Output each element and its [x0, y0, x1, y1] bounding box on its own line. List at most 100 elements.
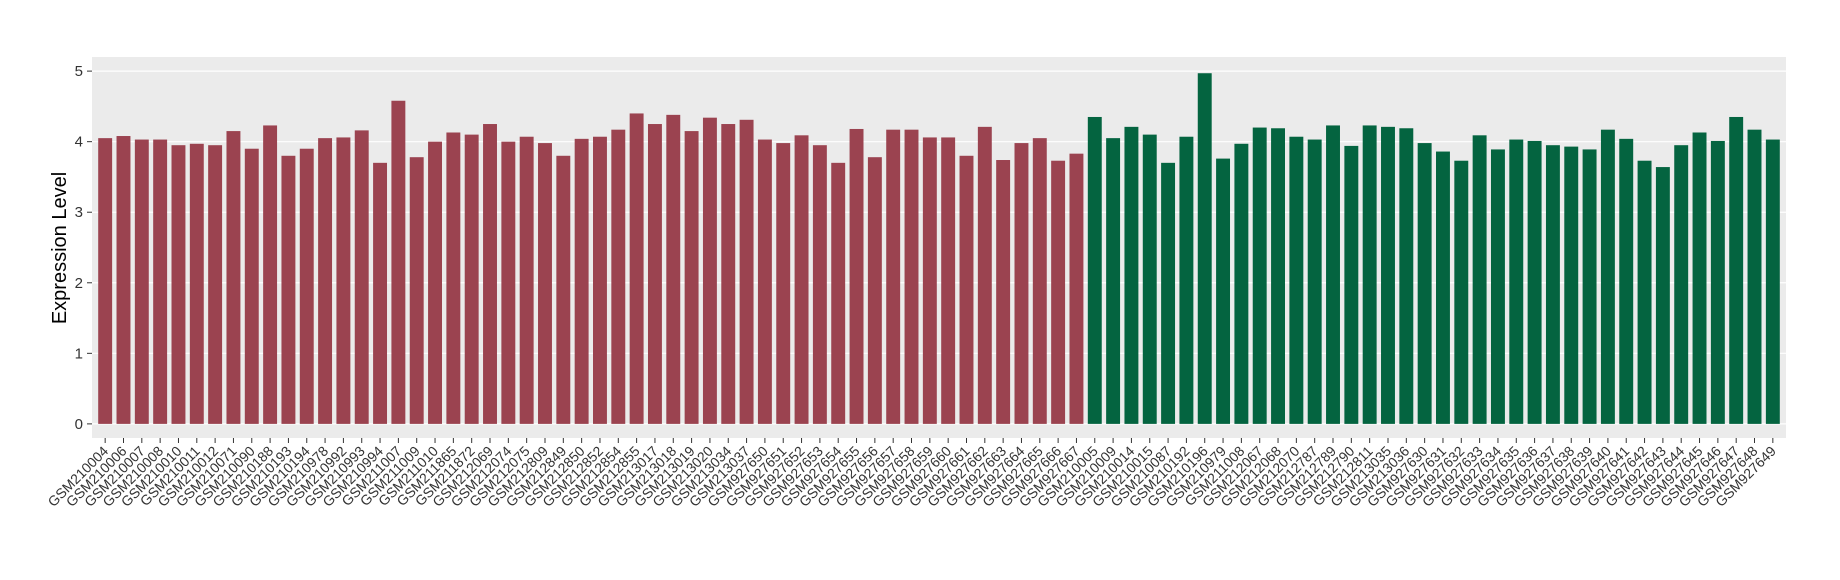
- bar: [1197, 73, 1212, 424]
- bar: [189, 143, 204, 424]
- bar: [1234, 143, 1249, 424]
- bar: [1399, 128, 1414, 424]
- bar: [922, 137, 937, 424]
- y-axis-title: Expression Level: [49, 172, 71, 324]
- bar: [1014, 143, 1029, 424]
- bar: [886, 129, 901, 424]
- bar: [1655, 167, 1670, 424]
- bar: [354, 130, 369, 424]
- bar: [593, 136, 607, 424]
- bar: [977, 126, 992, 424]
- bar: [134, 139, 149, 424]
- y-tick-label: 1: [75, 345, 83, 362]
- bar: [1747, 129, 1762, 424]
- bar: [1509, 139, 1524, 424]
- bar: [538, 143, 552, 424]
- bar: [1326, 125, 1340, 424]
- bar: [1087, 116, 1102, 424]
- bar: [1344, 145, 1359, 424]
- bar: [794, 135, 809, 424]
- bar: [867, 157, 882, 424]
- bar: [98, 138, 113, 424]
- bar: [519, 136, 534, 424]
- bar: [996, 160, 1011, 424]
- bar: [1289, 136, 1304, 424]
- bar: [391, 100, 406, 424]
- bar: [1619, 138, 1634, 424]
- y-tick-label: 3: [75, 204, 83, 221]
- bar: [1362, 125, 1377, 424]
- bar: [1271, 128, 1285, 424]
- bar: [1637, 160, 1652, 424]
- bar: [226, 131, 241, 424]
- bar: [721, 124, 736, 424]
- bar: [1106, 138, 1121, 424]
- y-tick-label: 0: [75, 416, 83, 433]
- bar: [1051, 160, 1066, 424]
- bar: [702, 117, 717, 424]
- bar: [1527, 140, 1542, 424]
- bar: [611, 129, 626, 424]
- bar: [428, 141, 442, 424]
- bar: [1032, 138, 1047, 424]
- bar: [318, 138, 333, 424]
- bar: [1674, 145, 1689, 424]
- bar: [812, 145, 827, 424]
- bar: [647, 124, 662, 424]
- bar: [1729, 116, 1744, 424]
- y-tick-label: 2: [75, 275, 83, 292]
- bar: [941, 137, 956, 424]
- bar: [959, 155, 974, 424]
- bar: [446, 132, 461, 424]
- bar: [666, 114, 681, 424]
- bar: [464, 134, 479, 424]
- bar: [1564, 146, 1579, 424]
- bar: [629, 113, 644, 424]
- bar: [831, 162, 846, 424]
- bar: [281, 155, 296, 424]
- bar: [1124, 126, 1139, 424]
- bar: [1545, 145, 1560, 424]
- bar: [1692, 132, 1707, 424]
- bar: [1142, 134, 1157, 424]
- bar: [299, 148, 314, 424]
- bar: [684, 131, 699, 424]
- bar: [739, 119, 754, 424]
- bar: [1600, 129, 1615, 424]
- bar: [1436, 151, 1450, 424]
- bar: [1710, 140, 1725, 424]
- bar: [263, 125, 278, 424]
- bar: [574, 138, 589, 424]
- bar: [171, 145, 186, 424]
- bar: [244, 148, 259, 424]
- y-tick-label: 4: [75, 134, 83, 151]
- bar: [1765, 139, 1780, 424]
- bar: [904, 129, 919, 424]
- bar: [336, 137, 351, 424]
- bar: [757, 139, 772, 424]
- bar: [409, 157, 424, 424]
- bar: [1069, 153, 1084, 424]
- bar: [1472, 135, 1487, 424]
- bar: [1161, 162, 1176, 424]
- bar: [1582, 149, 1597, 424]
- bar: [373, 162, 388, 424]
- bar: [501, 141, 516, 424]
- bar: [556, 155, 571, 424]
- bar: [776, 143, 791, 424]
- bar: [1454, 160, 1469, 424]
- bar: [1307, 139, 1322, 424]
- bar: [483, 124, 497, 424]
- bar: [849, 128, 864, 424]
- bar: [208, 145, 223, 424]
- bar: [1216, 158, 1231, 424]
- bar: [153, 139, 168, 424]
- bar: [116, 136, 131, 424]
- bar: [1179, 136, 1194, 424]
- bar: [1490, 149, 1505, 424]
- y-tick-label: 5: [75, 63, 83, 80]
- bar: [1381, 126, 1395, 424]
- bar: [1252, 127, 1267, 424]
